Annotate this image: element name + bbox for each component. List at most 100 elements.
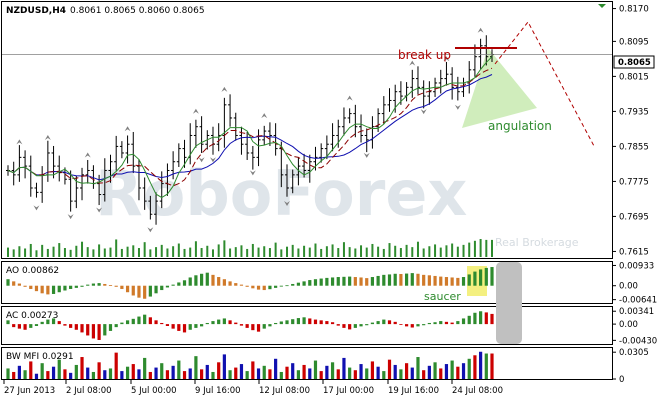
volume-bar — [18, 246, 21, 257]
ac-bar — [262, 324, 266, 329]
volume-bar — [46, 248, 49, 257]
volume-bar — [120, 248, 123, 257]
mfi-bar — [108, 368, 113, 379]
ao-bar — [143, 285, 147, 299]
ac-bar — [120, 322, 124, 325]
mfi-bar — [217, 362, 221, 379]
ac-bar — [251, 324, 255, 331]
volume-bar — [24, 248, 27, 257]
ac-bar — [131, 318, 135, 325]
ac-bar — [108, 324, 113, 331]
mfi-bar — [387, 359, 392, 379]
fractal-up-icon — [261, 113, 268, 119]
ao-bar — [370, 277, 375, 286]
ac-bar — [461, 318, 466, 325]
volume-bar — [456, 246, 459, 257]
ao-bar — [57, 285, 61, 293]
y-tick-label: 0.00 — [619, 282, 638, 292]
y-tick-label: 0.8170 — [619, 5, 649, 15]
mfi-bar — [143, 357, 147, 379]
ao-bar — [274, 285, 278, 288]
volume-bar — [194, 241, 197, 257]
mfi-bar — [97, 362, 101, 379]
volume-bar — [92, 249, 95, 257]
ao-bar — [234, 283, 238, 286]
volume-bar — [382, 248, 385, 257]
ao-bar — [239, 284, 244, 286]
ao-panel-frame — [1, 261, 613, 304]
mfi-panel-frame — [1, 347, 613, 380]
mfi-bar — [51, 366, 56, 379]
mfi-bar — [416, 357, 420, 379]
mfi-bar — [103, 370, 107, 379]
ao-bar — [376, 275, 380, 286]
ao-bar — [456, 277, 460, 286]
ao-bar — [125, 285, 130, 293]
ao-bar — [51, 285, 56, 294]
ao-bar — [177, 282, 181, 286]
mfi-bar — [239, 364, 244, 379]
ao-bar — [23, 285, 27, 287]
chart-header: NZDUSD,H4 0.8061 0.8065 0.8060 0.8065 — [6, 6, 205, 16]
ao-bar — [348, 276, 352, 286]
mfi-bar — [490, 353, 494, 379]
ao-bar — [256, 285, 261, 290]
ao-bar — [479, 269, 483, 286]
ao-bar — [205, 272, 209, 286]
mfi-bar — [479, 351, 483, 379]
mfi-bar — [330, 362, 335, 379]
ao-bar — [279, 285, 283, 287]
ac-bar — [319, 320, 323, 325]
fractal-down-icon — [420, 109, 427, 115]
ac-bar — [330, 322, 335, 325]
ac-bar — [359, 324, 363, 327]
ao-bar — [353, 277, 357, 286]
ao-bar — [490, 267, 494, 286]
ac-bar — [245, 324, 249, 328]
volume-bar — [308, 247, 311, 257]
mfi-bar — [34, 373, 39, 379]
volume-bar — [137, 248, 140, 257]
volume-bar — [63, 248, 66, 257]
fractal-up-icon — [409, 60, 416, 66]
ao-bar — [6, 279, 10, 286]
ao-bar — [359, 277, 363, 286]
mfi-bar — [382, 371, 386, 379]
ac-histogram — [6, 311, 494, 340]
fractal-up-icon — [192, 108, 199, 114]
ao-bar — [319, 278, 323, 286]
y-tick-label: 0.7935 — [619, 107, 649, 117]
volume-bar — [314, 243, 317, 257]
y-tick-label: -0.00641 — [619, 296, 657, 306]
volume-bar — [297, 248, 300, 257]
mfi-bar — [285, 366, 289, 379]
ao-bar — [200, 273, 204, 286]
ao-bar — [217, 277, 221, 286]
volume-bar — [479, 239, 482, 257]
x-tick-label: 24 Jul 08:00 — [452, 386, 503, 396]
mfi-bar — [359, 364, 363, 379]
ao-bar — [40, 285, 44, 294]
ac-bar — [194, 324, 198, 328]
ao-bar — [404, 273, 409, 286]
fractal-down-icon — [284, 200, 291, 206]
mfi-bar — [422, 370, 426, 379]
ac-bar — [182, 324, 187, 333]
ac-bar — [165, 324, 170, 326]
fractal-up-icon — [443, 56, 450, 62]
mfi-bar — [319, 371, 323, 379]
ac-bar — [342, 324, 346, 328]
ac-bar — [365, 324, 369, 326]
ao-bar — [427, 275, 431, 286]
symbol-label: NZDUSD,H4 — [6, 6, 66, 16]
mfi-bar — [200, 369, 204, 379]
angulation-triangle — [462, 48, 537, 128]
x-axis: 27 Jun 2013 2 Jul 08:00 5 Jul 00:00 9 Jul 1… — [3, 380, 503, 396]
ao-bar — [114, 285, 118, 287]
mfi-bar — [154, 367, 158, 379]
ao-bar — [245, 285, 249, 287]
x-tick-label: 5 Jul 00:00 — [131, 386, 177, 396]
ohlc-label: 0.8061 0.8065 0.8060 0.8065 — [70, 6, 205, 16]
fractal-down-icon — [209, 157, 216, 163]
moving-averages — [7, 56, 493, 199]
